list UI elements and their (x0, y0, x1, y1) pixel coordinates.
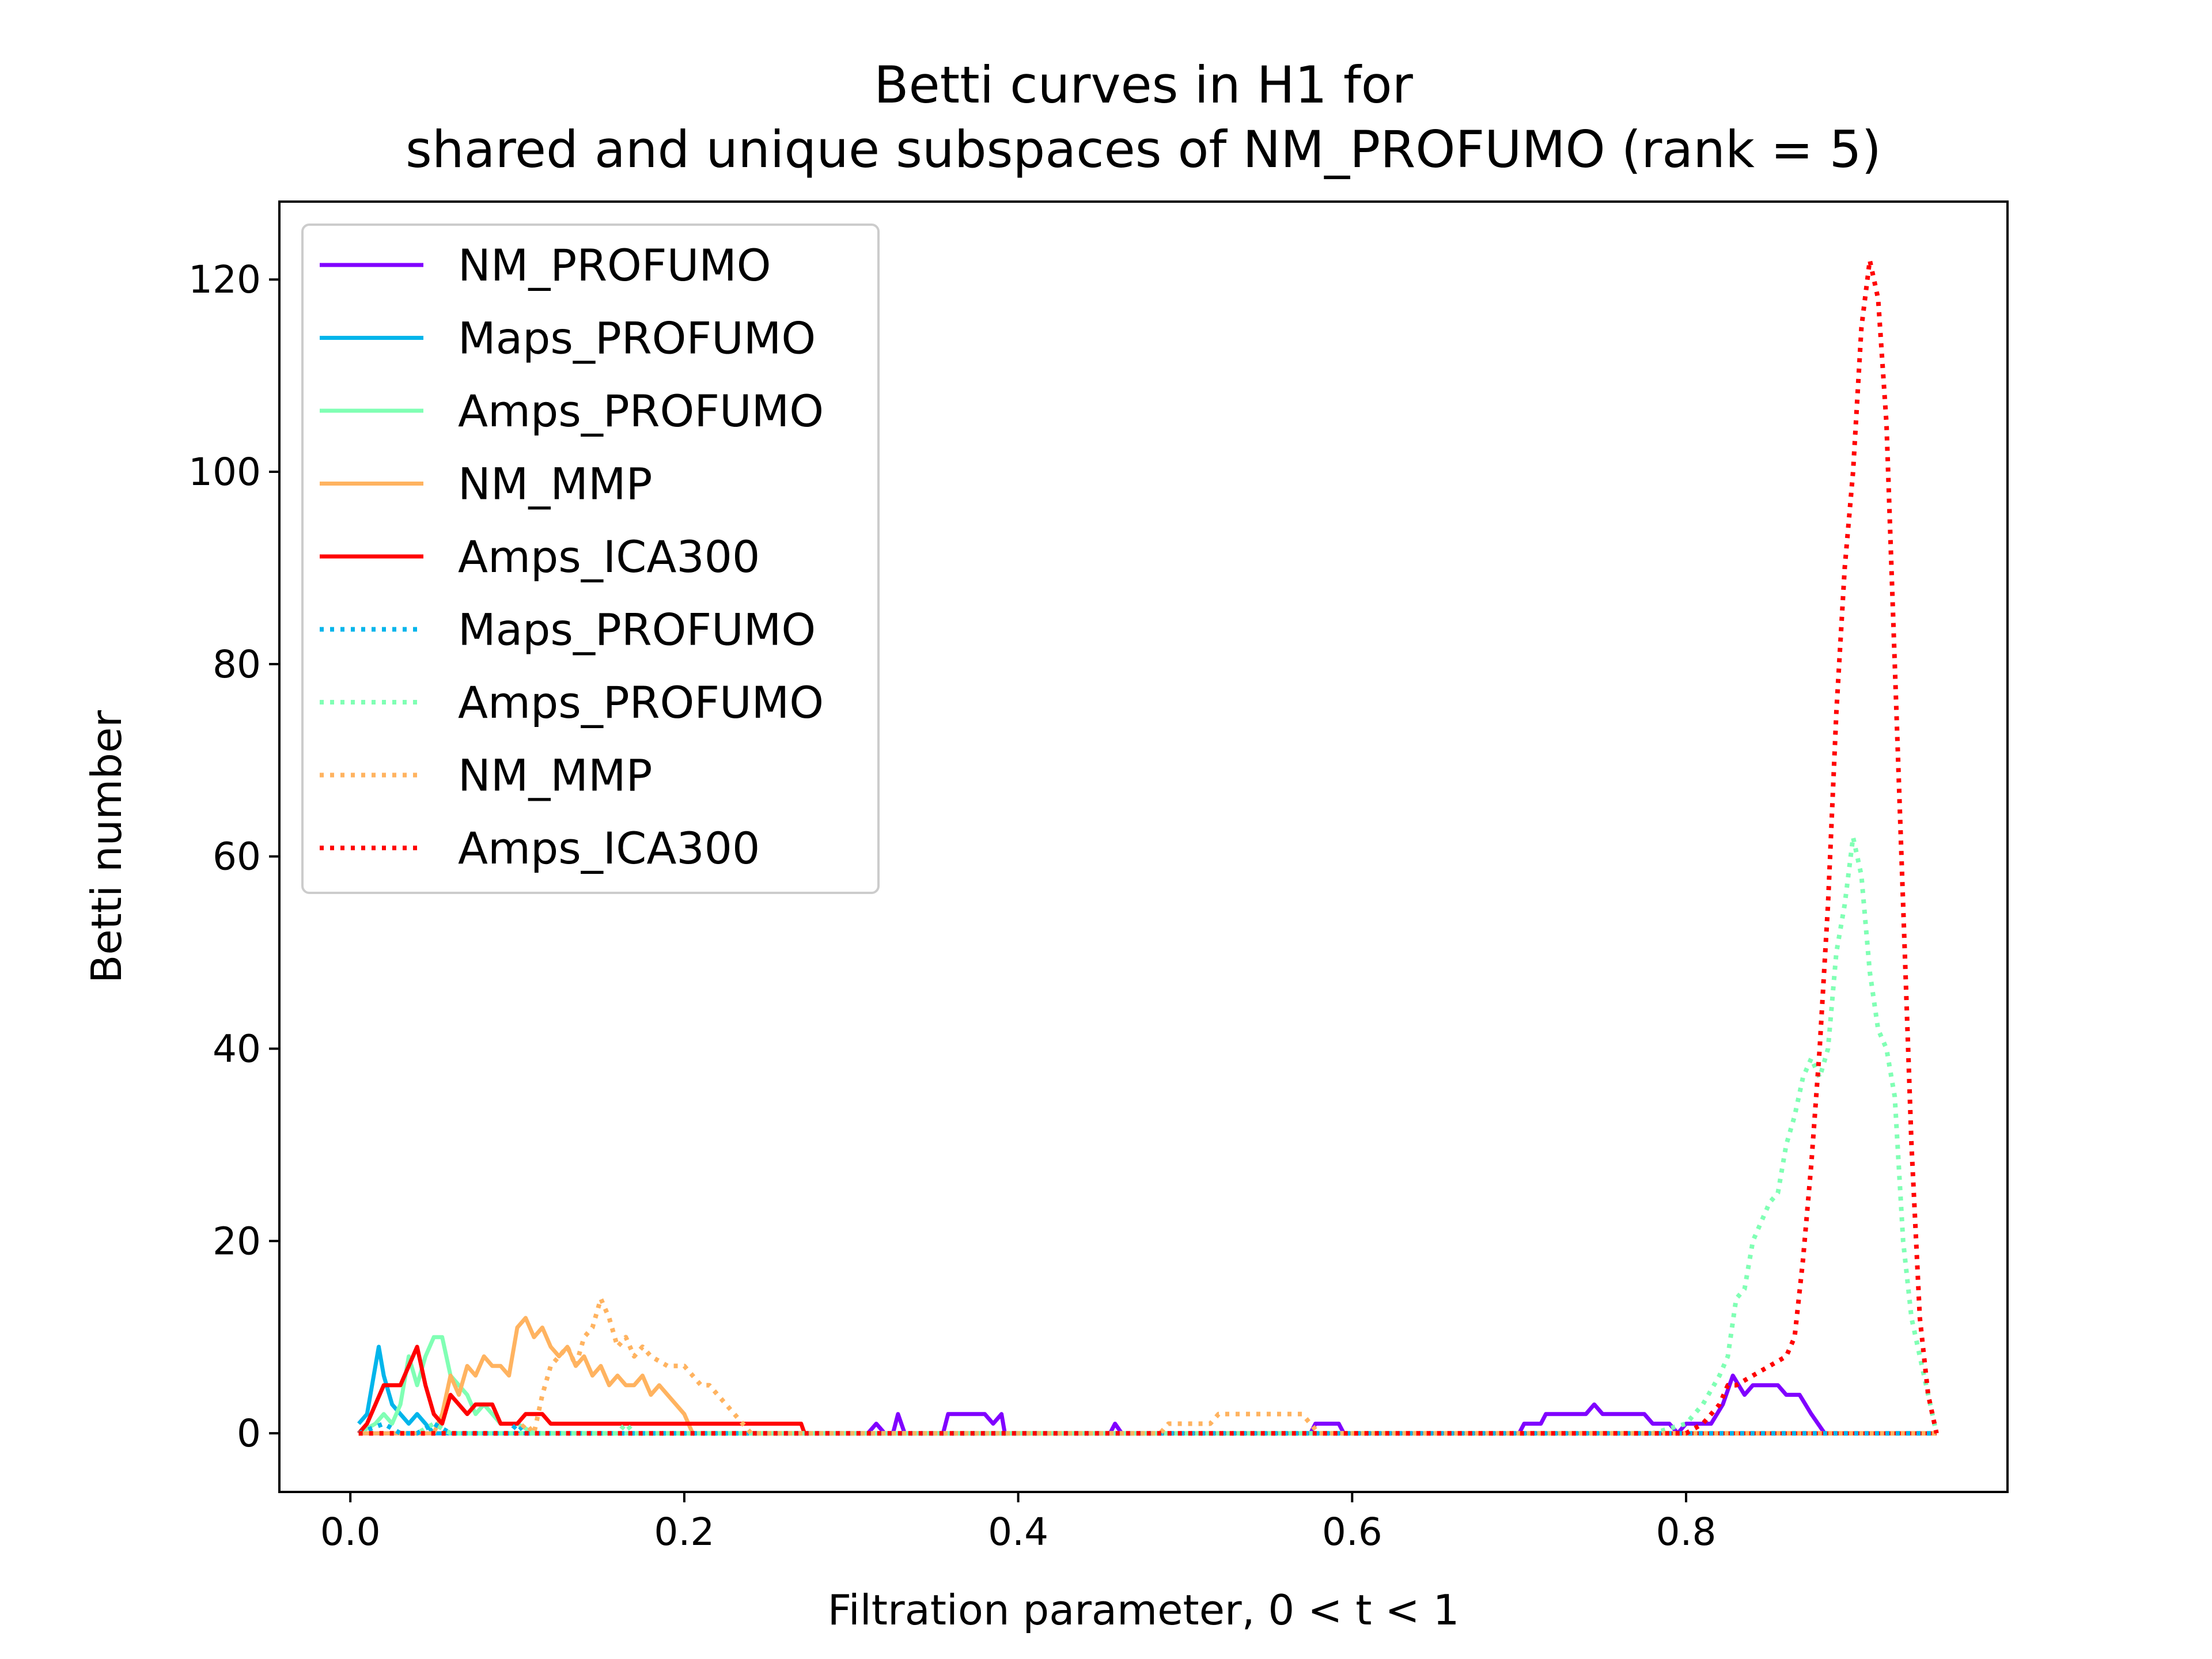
y-axis-ticks: 0 20 40 60 80 100 120 (188, 257, 279, 1456)
legend-box (301, 224, 880, 894)
chart-title-line-1: Betti curves in H1 for (874, 55, 1413, 115)
x-tick-label: 0.8 (1656, 1510, 1717, 1554)
y-tick-label: 80 (213, 642, 261, 687)
x-axis-label: Filtration parameter, 0 < t < 1 (828, 1586, 1460, 1634)
y-tick-label: 60 (213, 835, 261, 879)
legend-label: Amps_ICA300 (458, 531, 760, 582)
legend-label: NM_MMP (458, 459, 652, 510)
y-tick-label: 0 (237, 1411, 261, 1456)
legend-label: Amps_ICA300 (458, 823, 760, 874)
series-lines (357, 257, 1939, 1436)
legend: NM_PROFUMO Maps_PROFUMO Amps_PROFUMO NM_MMP… (301, 224, 880, 894)
x-tick-label: 0.4 (988, 1510, 1048, 1554)
x-tick-label: 0.0 (320, 1510, 381, 1554)
y-tick-label: 40 (213, 1027, 261, 1071)
plot-area-frame (278, 200, 2009, 1493)
series-line-5-amps-ica300-solid (357, 1344, 1937, 1435)
y-tick-label: 120 (188, 257, 261, 302)
y-axis-label: Betti number (82, 710, 131, 983)
x-tick-label: 0.6 (1322, 1510, 1382, 1554)
x-tick-label: 0.2 (654, 1510, 714, 1554)
y-tick-label: 20 (213, 1219, 261, 1263)
legend-label: Amps_PROFUMO (458, 677, 824, 728)
x-axis-ticks: 0.0 0.2 0.4 0.6 0.8 (320, 1492, 1717, 1554)
y-tick-label: 100 (188, 450, 261, 494)
series-line-6-maps-profumo-dotted (358, 1421, 1937, 1436)
legend-label: Maps_PROFUMO (458, 604, 816, 656)
legend-label: Maps_PROFUMO (458, 313, 816, 364)
chart-title-line-2: shared and unique subspaces of NM_PROFUM… (406, 120, 1881, 179)
legend-label: Amps_PROFUMO (458, 385, 824, 437)
legend-label: NM_PROFUMO (458, 240, 771, 291)
legend-label: NM_MMP (458, 750, 652, 801)
